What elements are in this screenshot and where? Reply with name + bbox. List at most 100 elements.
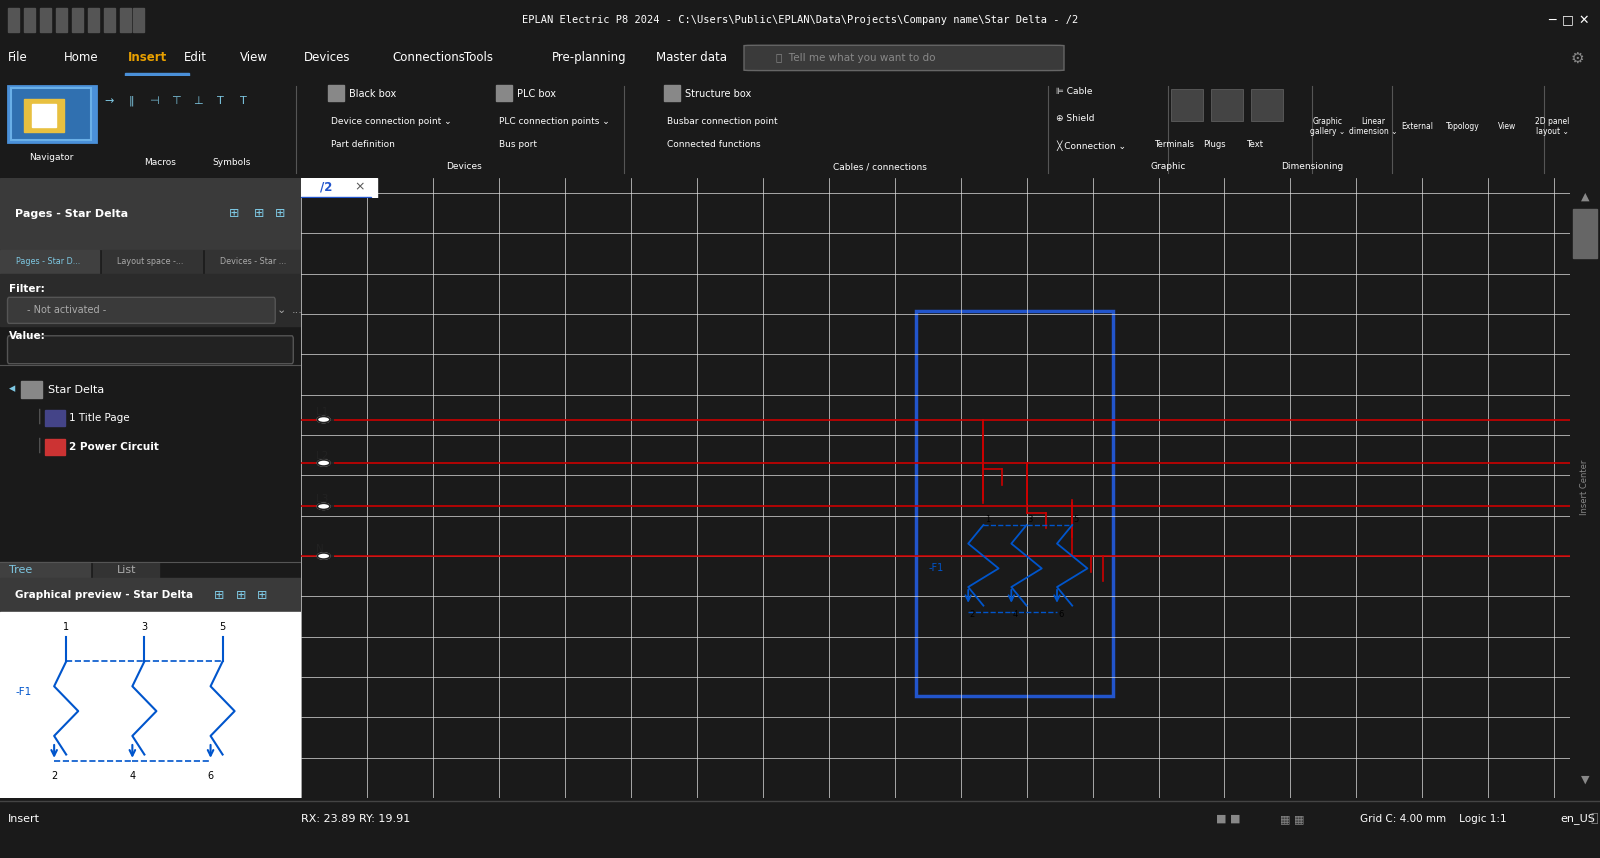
Circle shape bbox=[317, 504, 330, 510]
Text: Connections: Connections bbox=[392, 51, 466, 64]
Text: Devices: Devices bbox=[446, 162, 482, 172]
Bar bbox=[21, 381, 42, 398]
Bar bbox=[1251, 88, 1283, 122]
Text: L2: L2 bbox=[317, 450, 328, 461]
Circle shape bbox=[317, 460, 330, 466]
Text: Home: Home bbox=[64, 51, 99, 64]
Text: ⌄: ⌄ bbox=[277, 305, 286, 316]
Text: ×: × bbox=[354, 180, 365, 193]
Text: Busbar connection point: Busbar connection point bbox=[667, 117, 778, 126]
Text: 1: 1 bbox=[62, 622, 69, 632]
Text: Structure box: Structure box bbox=[685, 89, 750, 99]
Text: External: External bbox=[1402, 122, 1434, 131]
Text: T: T bbox=[240, 96, 246, 106]
Text: ⚙: ⚙ bbox=[1570, 51, 1584, 65]
Text: EPLAN Electric P8 2024 - C:\Users\Public\EPLAN\Data\Projects\Company name\Star D: EPLAN Electric P8 2024 - C:\Users\Public… bbox=[522, 15, 1078, 25]
Text: View: View bbox=[240, 51, 269, 64]
Bar bbox=[0, 577, 301, 612]
Text: Device connection point ⌄: Device connection point ⌄ bbox=[331, 117, 451, 126]
Text: Graphical preview - Star Delta: Graphical preview - Star Delta bbox=[14, 590, 194, 600]
Bar bbox=[24, 8, 35, 33]
Text: Tree: Tree bbox=[10, 565, 32, 575]
Text: Value:: Value: bbox=[10, 331, 46, 341]
Text: ▲: ▲ bbox=[1581, 191, 1589, 202]
Text: ⊞: ⊞ bbox=[229, 207, 240, 221]
Text: Dimensioning: Dimensioning bbox=[1282, 162, 1342, 172]
Text: PLC connection points ⌄: PLC connection points ⌄ bbox=[499, 117, 610, 126]
Text: ⊞: ⊞ bbox=[275, 207, 285, 221]
Text: Macros: Macros bbox=[144, 159, 176, 167]
FancyBboxPatch shape bbox=[8, 298, 275, 323]
Text: Pages - Star D...: Pages - Star D... bbox=[16, 257, 80, 267]
Text: /2: /2 bbox=[320, 180, 333, 193]
Text: ─: ─ bbox=[1549, 14, 1555, 27]
Text: Grid C: 4.00 mm    Logic 1:1: Grid C: 4.00 mm Logic 1:1 bbox=[1360, 814, 1507, 824]
Bar bbox=[8, 8, 19, 33]
Text: Insert: Insert bbox=[8, 814, 40, 824]
Text: │: │ bbox=[37, 408, 43, 424]
Bar bbox=[1573, 208, 1597, 258]
Text: T: T bbox=[218, 96, 224, 106]
Text: Graphic
gallery ⌄: Graphic gallery ⌄ bbox=[1310, 117, 1346, 136]
Bar bbox=[133, 8, 144, 33]
Text: 2: 2 bbox=[51, 771, 58, 782]
Text: ⊞: ⊞ bbox=[235, 589, 246, 601]
Text: ■ ■: ■ ■ bbox=[1216, 814, 1240, 824]
Text: ‖: ‖ bbox=[128, 96, 134, 106]
Bar bbox=[93, 562, 160, 577]
Circle shape bbox=[317, 416, 330, 423]
Text: ...: ... bbox=[291, 305, 302, 316]
Bar bbox=[45, 439, 64, 455]
Text: Navigator: Navigator bbox=[29, 153, 74, 161]
Text: 6: 6 bbox=[208, 771, 214, 782]
Text: -F1: -F1 bbox=[14, 687, 32, 698]
Text: View: View bbox=[1498, 122, 1517, 131]
Bar bbox=[8, 86, 96, 142]
Bar bbox=[301, 178, 378, 198]
Text: N: N bbox=[317, 544, 323, 553]
Text: Star Delta: Star Delta bbox=[48, 384, 104, 395]
Bar bbox=[125, 73, 189, 76]
Text: Graphic: Graphic bbox=[1150, 162, 1186, 172]
Text: 4: 4 bbox=[130, 771, 136, 782]
Text: Topology: Topology bbox=[1445, 122, 1480, 131]
Text: Plugs: Plugs bbox=[1203, 140, 1226, 149]
Text: ⊤: ⊤ bbox=[171, 96, 181, 106]
Bar bbox=[496, 85, 512, 101]
Text: L3: L3 bbox=[317, 494, 328, 504]
Bar bbox=[56, 8, 67, 33]
Bar bbox=[32, 104, 56, 127]
Text: Master data: Master data bbox=[656, 51, 726, 64]
Text: 1 Title Page: 1 Title Page bbox=[69, 414, 130, 423]
Text: -F1: -F1 bbox=[930, 564, 944, 573]
Text: Linear
dimension ⌄: Linear dimension ⌄ bbox=[1349, 117, 1397, 136]
Text: ⊞: ⊞ bbox=[256, 589, 267, 601]
Text: 2: 2 bbox=[970, 610, 974, 619]
Bar bbox=[24, 99, 64, 131]
Text: Layout space -...: Layout space -... bbox=[117, 257, 184, 267]
Text: PLC box: PLC box bbox=[517, 89, 555, 99]
Circle shape bbox=[317, 553, 330, 559]
Text: Devices - Star ...: Devices - Star ... bbox=[219, 257, 286, 267]
Text: 2D panel
layout ⌄: 2D panel layout ⌄ bbox=[1534, 117, 1570, 136]
Bar bbox=[0, 178, 301, 249]
Bar bbox=[88, 8, 99, 33]
Text: ⊞: ⊞ bbox=[214, 589, 226, 601]
Text: ◂: ◂ bbox=[10, 382, 16, 395]
Bar bbox=[301, 196, 371, 198]
Bar bbox=[11, 88, 91, 140]
Text: □: □ bbox=[1562, 14, 1574, 27]
FancyBboxPatch shape bbox=[8, 335, 293, 364]
Bar bbox=[45, 410, 64, 426]
Text: Filter:: Filter: bbox=[10, 284, 45, 294]
Text: RX: 23.89 RY: 19.91: RX: 23.89 RY: 19.91 bbox=[301, 814, 410, 824]
Text: Connected functions: Connected functions bbox=[667, 141, 762, 149]
Bar bbox=[0, 562, 90, 577]
Text: Pages - Star Delta: Pages - Star Delta bbox=[14, 208, 128, 219]
Text: Cables / connections: Cables / connections bbox=[834, 162, 926, 172]
Text: 5: 5 bbox=[219, 622, 226, 632]
Bar bbox=[72, 8, 83, 33]
Text: ▼: ▼ bbox=[1581, 774, 1589, 784]
Bar bbox=[104, 8, 115, 33]
Text: 5: 5 bbox=[1074, 515, 1078, 524]
